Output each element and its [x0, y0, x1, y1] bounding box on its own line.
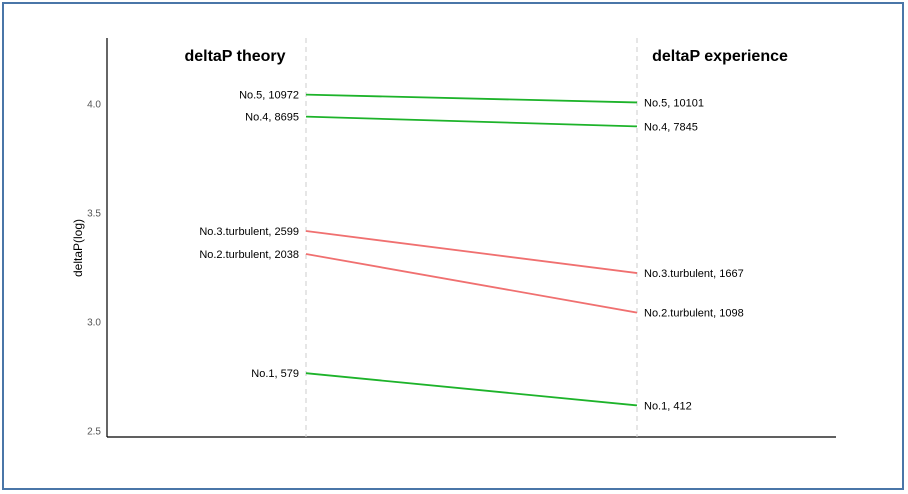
- y-ticks: 2.5 3.0 3.5 4.0: [87, 99, 101, 437]
- column-title-experience: deltaP experience: [652, 48, 788, 65]
- point-label-right: No.4, 7845: [644, 121, 698, 133]
- point-label-left: No.3.turbulent, 2599: [199, 226, 299, 238]
- y-axis-label: deltaP(log): [71, 219, 85, 277]
- y-tick-label: 2.5: [87, 426, 101, 437]
- point-label-right: No.2.turbulent, 1098: [644, 308, 744, 320]
- point-label-right: No.5, 10101: [644, 97, 704, 109]
- series-line: [305, 93, 638, 104]
- y-tick-label: 3.0: [87, 317, 101, 328]
- point-label-right: No.3.turbulent, 1667: [644, 268, 744, 280]
- point-label-left: No.2.turbulent, 2038: [199, 249, 299, 261]
- series-line: [305, 115, 638, 128]
- series-line: [305, 253, 638, 314]
- series-group: No.5, 10972 No.5, 10101 No.4, 8695 No.4, 78…: [199, 90, 743, 413]
- series-line: [305, 372, 638, 407]
- point-label-right: No.1, 412: [644, 400, 692, 412]
- series-line: [305, 230, 638, 274]
- point-label-left: No.4, 8695: [245, 112, 299, 124]
- column-title-theory: deltaP theory: [184, 48, 285, 65]
- point-label-left: No.1, 579: [251, 368, 299, 380]
- point-label-left: No.5, 10972: [239, 90, 299, 102]
- y-tick-label: 3.5: [87, 208, 101, 219]
- y-tick-label: 4.0: [87, 99, 101, 110]
